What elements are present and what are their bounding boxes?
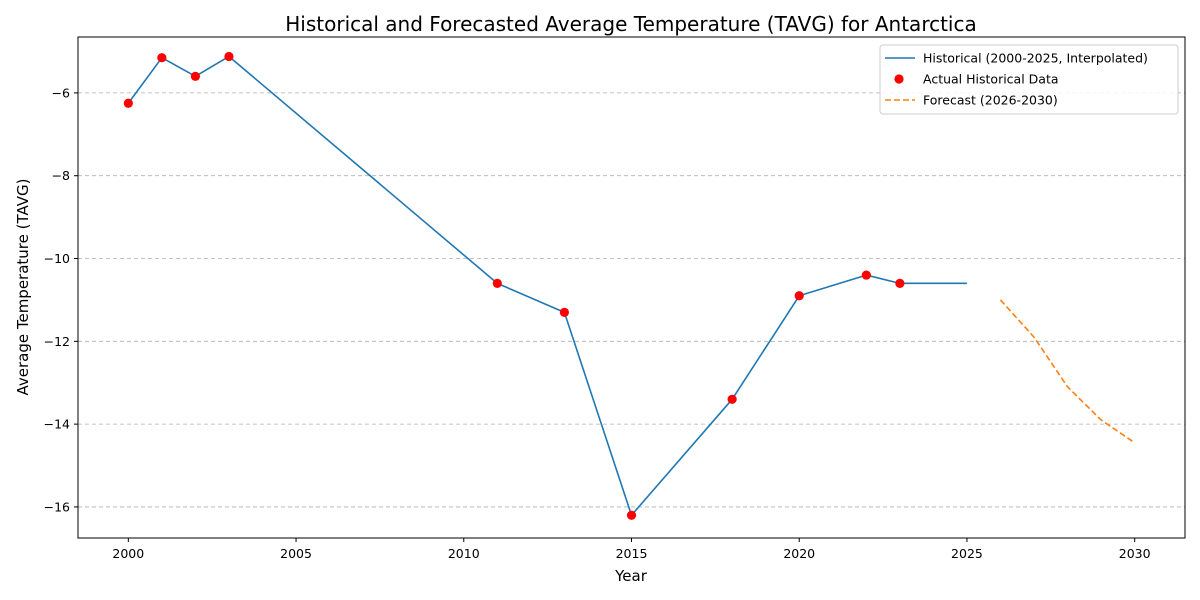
historical-data-point: [123, 98, 133, 108]
legend-label: Historical (2000-2025, Interpolated): [923, 51, 1148, 66]
series-layer: [123, 51, 1136, 520]
x-axis-label: Year: [614, 567, 648, 585]
legend-box: [879, 44, 1179, 115]
x-tick-label: 2020: [783, 546, 815, 561]
y-tick-label: −6: [52, 85, 70, 100]
legend-label: Actual Historical Data: [923, 72, 1059, 87]
historical-data-point: [626, 510, 637, 520]
x-tick-label: 2015: [616, 546, 648, 561]
y-tick-label: −12: [44, 334, 70, 349]
y-axis-label: Average Temperature (TAVG): [14, 178, 32, 395]
historical-data-point: [190, 71, 201, 81]
y-tick-label: −16: [44, 499, 70, 514]
forecast-series-line: [999, 299, 1136, 444]
y-tick-label: −14: [44, 417, 70, 432]
chart-title: Historical and Forecasted Average Temper…: [285, 12, 977, 36]
legend: Historical (2000-2025, Interpolated) Actu…: [879, 44, 1179, 115]
historical-data-point: [895, 278, 905, 288]
historical-data-point: [157, 53, 167, 63]
x-tick-label: 2005: [280, 546, 312, 561]
y-tick-label: −10: [44, 251, 70, 266]
historical-series-line: [127, 55, 967, 517]
x-axis-ticks: 2000 2005 2010 2015 2020 2025 2030: [112, 538, 1151, 561]
grid-lines: [78, 92, 1185, 508]
historical-data-point: [492, 278, 502, 288]
x-tick-label: 2030: [1119, 546, 1151, 561]
historical-data-point: [559, 307, 570, 317]
x-tick-label: 2010: [448, 546, 480, 561]
y-tick-label: −8: [52, 168, 70, 183]
x-tick-label: 2000: [112, 546, 144, 561]
x-tick-label: 2025: [951, 546, 983, 561]
historical-data-point: [224, 51, 234, 62]
historical-data-point: [727, 394, 737, 404]
legend-label: Forecast (2026-2030): [923, 93, 1058, 108]
y-axis-ticks: −16 −14 −12 −10 −8 −6: [44, 85, 78, 514]
legend-actual-swatch: [894, 74, 904, 84]
historical-data-point: [861, 270, 871, 280]
historical-data-point: [794, 291, 804, 301]
